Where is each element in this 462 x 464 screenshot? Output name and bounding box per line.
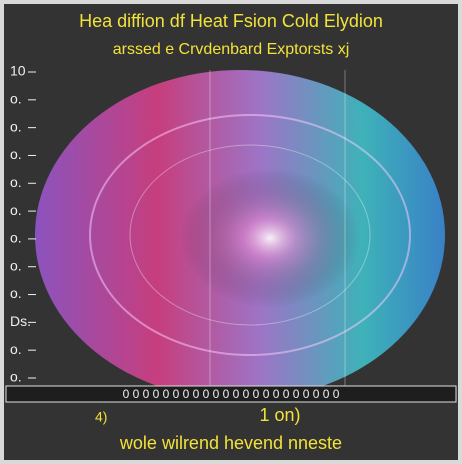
left-label: o. xyxy=(10,91,22,107)
footer-left: 4) xyxy=(95,409,107,425)
caption: wole wilrend hevend nneste xyxy=(119,433,342,453)
footer-center: 1 on) xyxy=(259,405,300,425)
left-label: o. xyxy=(10,257,22,273)
title: Hea diffion df Heat Fsion Cold Elydion xyxy=(79,11,383,31)
left-label: Ds. xyxy=(10,313,31,329)
left-label: o. xyxy=(10,341,22,357)
left-label: o. xyxy=(10,369,22,385)
axis-strip: 0 0 0 0 0 0 0 0 0 0 0 0 0 0 0 0 0 0 0 0 … xyxy=(123,387,340,401)
subtitle: arssed e Crvdenbard Exptorsts xj xyxy=(113,41,350,58)
page: Hea diffion df Heat Fsion Cold Elydion a… xyxy=(0,0,462,464)
left-label: o. xyxy=(10,118,22,134)
left-label: o. xyxy=(10,146,22,162)
core xyxy=(180,168,360,308)
left-label: o. xyxy=(10,174,22,190)
image: Hea diffion df Heat Fsion Cold Elydion a… xyxy=(0,0,462,464)
left-label: o. xyxy=(10,230,22,246)
left-label: o. xyxy=(10,202,22,218)
left-label: o. xyxy=(10,285,22,301)
left-label: 10 xyxy=(10,63,26,79)
